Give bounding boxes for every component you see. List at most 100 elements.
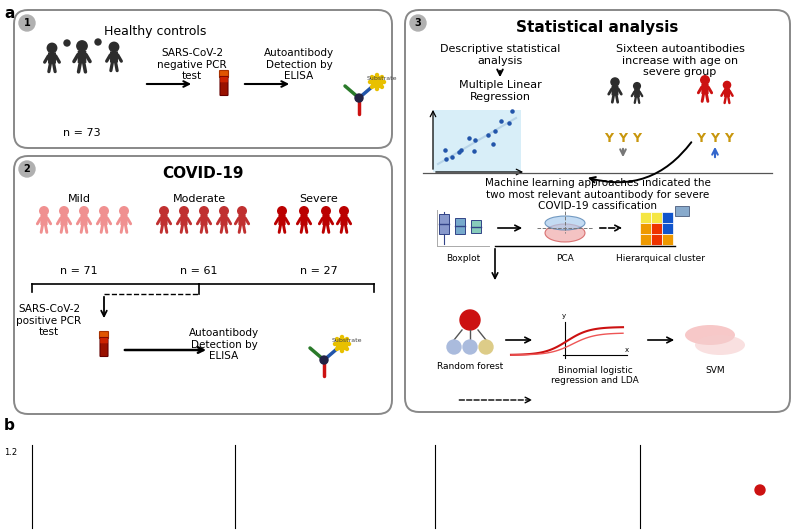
FancyBboxPatch shape [278,215,286,225]
Point [446,153,458,161]
Circle shape [369,81,371,84]
Ellipse shape [685,325,735,345]
Point [468,146,481,155]
Point [502,119,515,127]
FancyBboxPatch shape [160,215,168,225]
Bar [651,212,662,223]
Circle shape [355,94,363,102]
FancyBboxPatch shape [40,215,48,225]
Text: Y: Y [697,132,706,145]
FancyBboxPatch shape [724,89,730,97]
Circle shape [460,310,480,330]
Bar [471,220,481,233]
Circle shape [180,207,188,215]
FancyBboxPatch shape [180,215,188,225]
Circle shape [47,43,57,52]
Text: Sixteen autoantibodies
increase with age on
severe group: Sixteen autoantibodies increase with age… [615,44,745,77]
Text: Substrate: Substrate [332,338,362,343]
Circle shape [634,83,640,90]
FancyBboxPatch shape [322,215,330,225]
FancyBboxPatch shape [405,10,790,412]
Text: SARS-CoV-2
positive PCR
test: SARS-CoV-2 positive PCR test [17,304,82,337]
Text: Descriptive statistical
analysis: Descriptive statistical analysis [440,44,560,66]
Bar [640,212,651,223]
Ellipse shape [545,216,585,230]
Circle shape [278,207,286,215]
Circle shape [381,85,383,89]
Circle shape [322,207,330,215]
Circle shape [160,207,168,215]
FancyBboxPatch shape [702,84,709,94]
Text: n = 27: n = 27 [300,266,338,276]
Point [482,130,494,139]
Text: SVM: SVM [705,366,725,375]
Circle shape [95,39,101,45]
Circle shape [479,340,493,354]
Point [454,145,467,154]
Bar [662,212,673,223]
Text: n = 73: n = 73 [63,128,101,138]
Text: 2: 2 [24,164,30,174]
Point [486,139,499,148]
Circle shape [701,76,710,84]
Circle shape [77,41,87,51]
Text: Machine learning approaches indicated the
two most relevant autoantibody for sev: Machine learning approaches indicated th… [485,178,710,211]
Circle shape [370,76,374,78]
Circle shape [381,76,383,78]
FancyBboxPatch shape [634,89,640,97]
Bar [662,234,673,245]
FancyBboxPatch shape [120,215,128,225]
Circle shape [220,207,228,215]
Point [462,134,475,142]
Circle shape [110,42,118,52]
Circle shape [40,207,48,215]
Circle shape [341,335,343,339]
FancyBboxPatch shape [48,52,56,64]
FancyBboxPatch shape [60,215,68,225]
FancyBboxPatch shape [14,10,392,148]
Bar [662,223,673,234]
Bar [640,234,651,245]
Text: Hierarquical cluster: Hierarquical cluster [615,254,705,263]
Bar [651,223,662,234]
Circle shape [382,81,386,84]
Text: COVID-19: COVID-19 [162,166,244,181]
FancyBboxPatch shape [611,86,618,95]
Circle shape [320,356,328,364]
Text: Healthy controls: Healthy controls [104,25,206,38]
Circle shape [100,207,108,215]
FancyBboxPatch shape [14,156,392,414]
Circle shape [335,338,338,341]
FancyBboxPatch shape [200,215,208,225]
Circle shape [375,87,378,91]
Text: b: b [4,418,15,433]
Circle shape [238,207,246,215]
Text: n = 61: n = 61 [180,266,218,276]
Bar [640,223,651,234]
FancyBboxPatch shape [220,76,228,95]
Circle shape [410,15,426,31]
Circle shape [346,338,349,341]
Circle shape [723,82,730,89]
FancyBboxPatch shape [78,51,86,63]
Point [495,117,508,125]
Circle shape [340,207,348,215]
Text: Y: Y [725,132,734,145]
Circle shape [611,78,619,86]
Text: x: x [625,347,629,353]
Bar [675,206,689,216]
Circle shape [336,338,348,350]
FancyBboxPatch shape [100,338,108,357]
Text: Y: Y [710,132,719,145]
Circle shape [346,348,349,350]
Point [506,107,518,115]
Text: Statistical analysis: Statistical analysis [516,20,678,35]
Text: 3: 3 [414,18,422,28]
Circle shape [447,340,461,354]
Text: 1.2: 1.2 [4,448,17,457]
Point [453,148,466,156]
Circle shape [60,207,68,215]
Text: Boxplot: Boxplot [446,254,480,263]
Point [468,136,481,145]
Circle shape [64,40,70,46]
